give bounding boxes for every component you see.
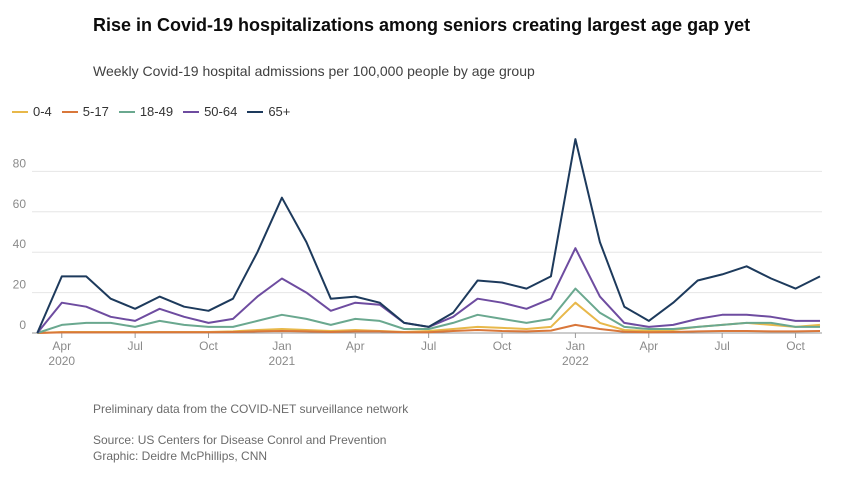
series-line: [37, 323, 821, 334]
y-tick-label: 80: [13, 156, 27, 170]
x-tick-label: Oct: [786, 339, 805, 353]
legend-item: 18-49: [118, 104, 174, 119]
x-tick-label: Jan 2021: [269, 339, 296, 368]
series-line: [36, 287, 820, 334]
legend-label: 65+: [268, 104, 291, 119]
x-tick-label: Apr: [346, 339, 365, 353]
x-tick-label: Oct: [199, 339, 218, 353]
legend-label: 18-49: [139, 104, 174, 119]
y-tick-label: 0: [19, 318, 26, 332]
legend-label: 50-64: [204, 104, 238, 119]
legend-item: 5-17: [61, 104, 109, 119]
legend-swatch: [183, 110, 200, 113]
legend-swatch: [12, 110, 28, 113]
credit: Graphic: Deidre McPhillips, CNN: [93, 449, 268, 463]
x-tick-label: Jul: [421, 339, 436, 353]
x-tick-label: Oct: [493, 339, 512, 353]
legend-swatch: [247, 110, 264, 113]
legend-item: 65+: [247, 104, 290, 119]
x-tick-label: Apr: [639, 339, 658, 353]
chart-title: Rise in Covid-19 hospitalizations among …: [93, 15, 751, 35]
x-tick-label: Jan 2022: [562, 339, 589, 368]
legend: 0-4 5-17 18-49 50-64 65+: [12, 104, 290, 119]
y-tick-label: 20: [13, 278, 27, 292]
y-tick-label: 60: [13, 197, 27, 211]
x-tick-label: Apr 2020: [48, 339, 75, 368]
series-line: [36, 247, 820, 334]
legend-label: 0-4: [33, 104, 52, 119]
legend-item: 50-64: [183, 104, 237, 119]
chart-subtitle: Weekly Covid-19 hospital admissions per …: [93, 63, 535, 79]
legend-item: 0-4: [12, 104, 52, 119]
legend-swatch: [118, 110, 135, 113]
x-tick-label: Jul: [714, 339, 729, 353]
y-tick-label: 40: [13, 237, 27, 251]
x-tick-label: Jul: [127, 339, 142, 353]
source: Source: US Centers for Disease Conrol an…: [93, 433, 387, 447]
series-line: [36, 138, 821, 334]
note: Preliminary data from the COVID-NET surv…: [93, 402, 409, 416]
legend-swatch: [61, 110, 78, 113]
chart: 0 20 40 60 80 Apr 2020 Jul Oct Jan 2021 Apr Jul Oct Ja…: [13, 138, 822, 368]
legend-label: 5-17: [82, 104, 109, 119]
